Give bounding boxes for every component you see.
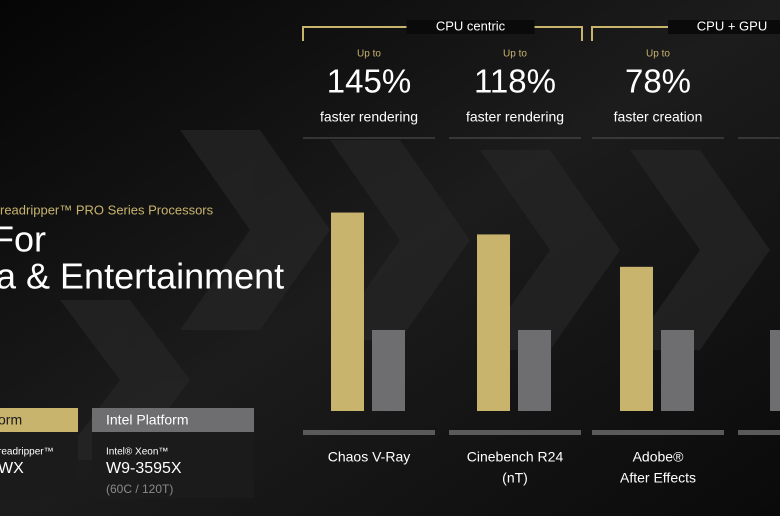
baseline — [738, 430, 780, 435]
up-to: Up to — [357, 49, 381, 60]
headline-caption: faster rendering — [466, 109, 564, 125]
title-line: For — [0, 219, 46, 260]
legend-body — [0, 432, 78, 498]
group-label: CPU centric — [436, 18, 506, 33]
bracket-gap — [668, 20, 780, 34]
category-label: After Effects — [620, 470, 696, 486]
bar — [331, 212, 364, 411]
legend-detail: WX — [0, 460, 24, 477]
edge-bar — [770, 330, 780, 411]
baseline — [449, 430, 581, 435]
up-to: Up to — [503, 49, 527, 60]
legend-body — [92, 432, 254, 498]
baseline — [303, 430, 435, 435]
bar — [518, 330, 551, 411]
legend-header — [0, 408, 78, 432]
bar — [661, 330, 694, 411]
legend-name: Intel Platform — [106, 412, 188, 428]
up-to: Up to — [646, 49, 670, 60]
bar — [372, 330, 405, 411]
bar — [620, 266, 653, 411]
headline-caption: faster rendering — [320, 109, 418, 125]
category-label: Chaos V-Ray — [328, 449, 410, 465]
group-label: CPU + GPU — [697, 18, 767, 33]
baseline — [592, 430, 724, 435]
legend-detail: (60C / 120T) — [106, 482, 173, 496]
bar — [477, 234, 510, 411]
bracket-gap — [406, 20, 535, 34]
category-label: Cinebench R24 — [467, 449, 564, 465]
legend-header — [92, 408, 254, 432]
legend-name: orm — [0, 412, 22, 428]
headline-caption: faster creation — [614, 109, 703, 125]
category-label: (nT) — [502, 470, 528, 486]
title-line: a & Entertainment — [0, 256, 284, 297]
subtitle: readripper™ PRO Series Processors — [0, 202, 214, 217]
headline-value: 78% — [625, 63, 691, 100]
headline-value: 145% — [327, 63, 411, 100]
headline-value: 118% — [474, 63, 556, 100]
category-label: Adobe® — [633, 449, 684, 465]
legend-detail: W9-3595X — [106, 460, 182, 477]
legend-detail: readripper™ — [0, 447, 54, 458]
legend-detail: Intel® Xeon™ — [106, 447, 168, 458]
